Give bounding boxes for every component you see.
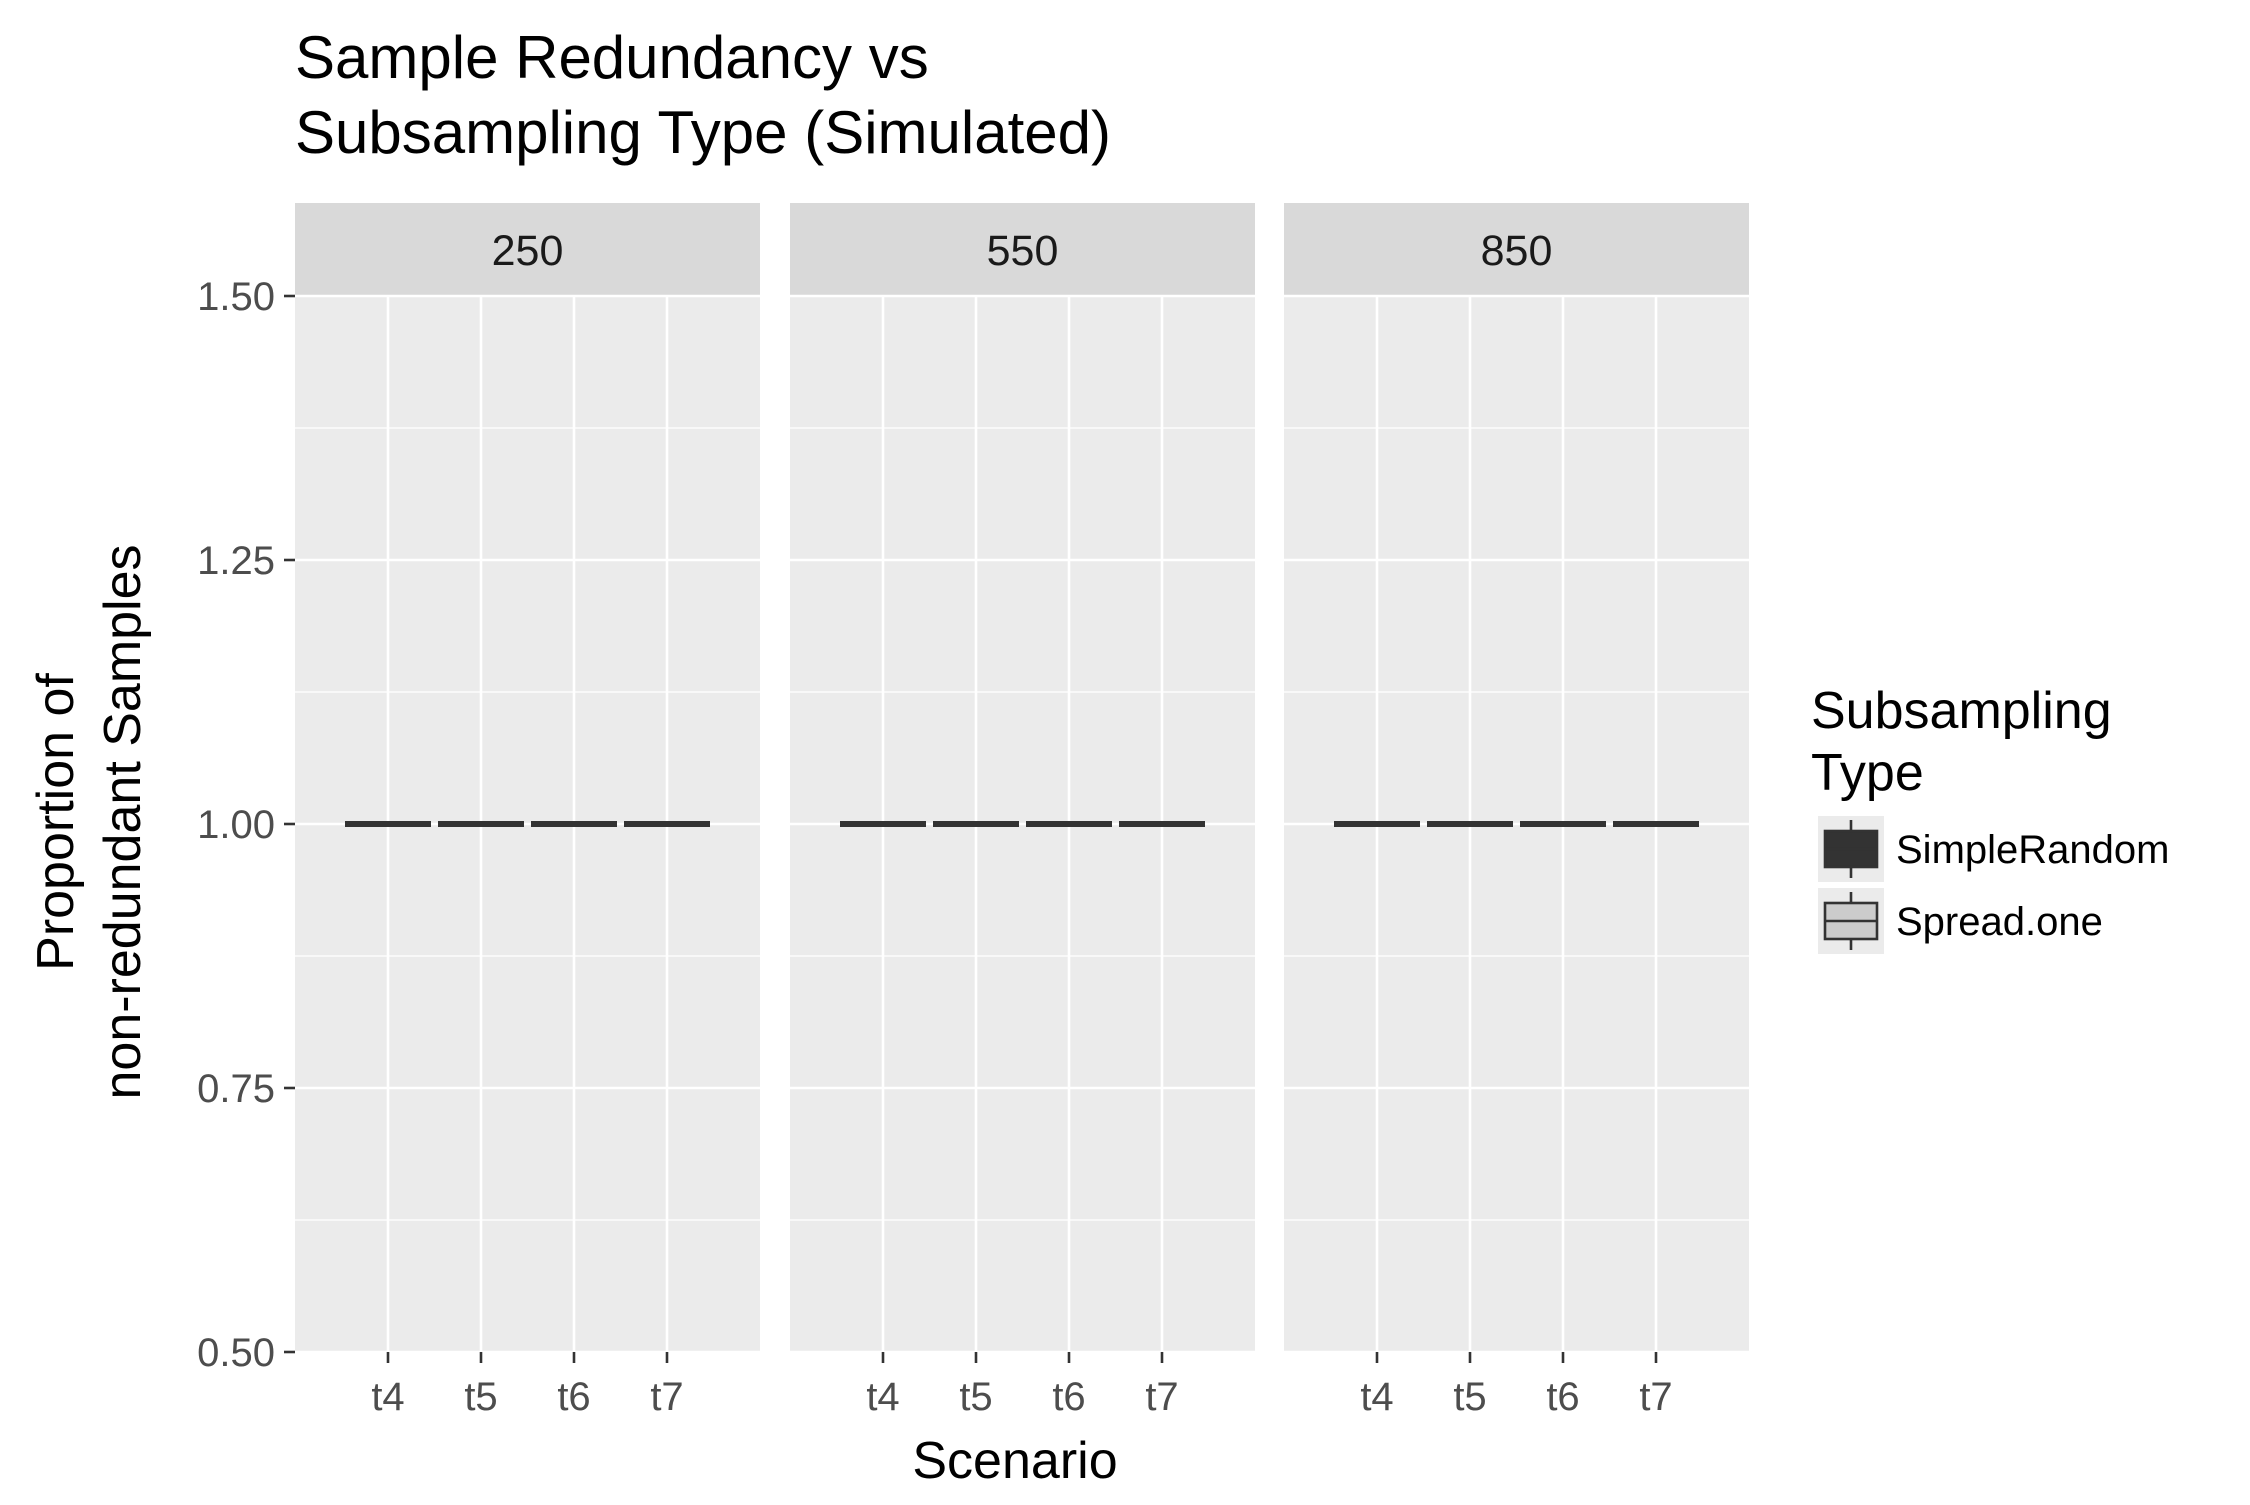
y-axis-title-line-1: Proportion of: [27, 673, 85, 971]
chart-title-line-2: Subsampling Type (Simulated): [295, 99, 1111, 166]
legend-title-line-1: Subsampling: [1811, 682, 2112, 740]
legend-item-SimpleRandom: SimpleRandom: [1818, 816, 2169, 882]
x-axis-title: Scenario: [912, 1432, 1117, 1490]
y-tick-label: 0.75: [197, 1067, 275, 1111]
facet-strip-label: 850: [1481, 227, 1553, 275]
chart-title-line-1: Sample Redundancy vs: [295, 24, 929, 91]
x-tick-label: t5: [1453, 1375, 1486, 1419]
facet-strip-850: [1284, 203, 1749, 296]
x-tick-label: t6: [1546, 1375, 1579, 1419]
x-tick-label: t5: [464, 1375, 497, 1419]
x-tick-label: t4: [1360, 1375, 1393, 1419]
facet-panel-250: 250 t4 t5 t6 t7: [295, 203, 760, 1419]
legend-title-line-2: Type: [1811, 744, 1924, 802]
y-axis: 0.50 0.75 1.00 1.25 1.50: [197, 275, 295, 1375]
facet-panel-550: 550 t4 t5 t6 t7: [790, 203, 1255, 1419]
legend: Subsampling Type SimpleRandom Spread.one: [1811, 682, 2169, 954]
legend-item-Spread.one: Spread.one: [1818, 888, 2103, 954]
x-tick-label: t4: [371, 1375, 404, 1419]
x-tick-label: t6: [1052, 1375, 1085, 1419]
legend-label: SimpleRandom: [1896, 828, 2169, 872]
chart-title: Sample Redundancy vs Subsampling Type (S…: [295, 24, 1111, 166]
x-tick-label: t5: [959, 1375, 992, 1419]
x-tick-label: t7: [1145, 1375, 1178, 1419]
x-tick-label: t4: [866, 1375, 899, 1419]
y-axis-title: Proportion of non-redundant Samples: [27, 544, 152, 1099]
facet-panels: 250 t4 t5 t6 t7 550 t4 t5 t6 t7 850 t4 t5 t6 t7: [295, 203, 1749, 1419]
facet-strip-250: [295, 203, 760, 296]
facet-strip-550: [790, 203, 1255, 296]
y-tick-label: 0.50: [197, 1331, 275, 1375]
legend-label: Spread.one: [1896, 900, 2103, 944]
facet-panel-850: 850 t4 t5 t6 t7: [1284, 203, 1749, 1419]
y-axis-title-line-2: non-redundant Samples: [94, 544, 152, 1099]
x-tick-label: t7: [1639, 1375, 1672, 1419]
y-tick-label: 1.50: [197, 275, 275, 319]
y-tick-label: 1.00: [197, 803, 275, 847]
facet-strip-label: 250: [492, 227, 564, 275]
y-tick-label: 1.25: [197, 539, 275, 583]
legend-items: SimpleRandom Spread.one: [1818, 816, 2169, 954]
facet-strip-label: 550: [987, 227, 1059, 275]
x-tick-label: t6: [557, 1375, 590, 1419]
x-tick-label: t7: [650, 1375, 683, 1419]
